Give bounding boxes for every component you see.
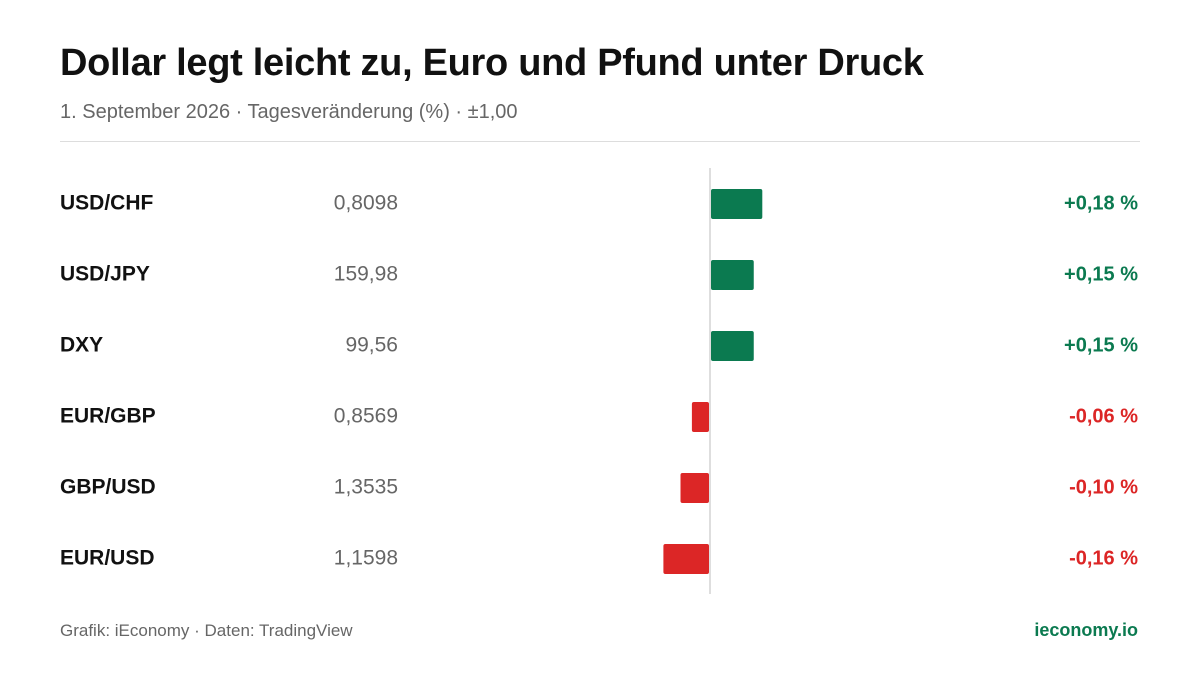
value-label: -0,16 % [1069,547,1138,569]
chart-subtitle: 1. September 2026 · Tagesveränderung (%)… [60,101,518,123]
value-label: -0,06 % [1069,405,1138,427]
bar [711,260,754,290]
bar [680,473,709,503]
bar [711,331,754,361]
category-label: USD/JPY [60,263,150,286]
price-label: 0,8569 [334,405,398,428]
category-label: GBP/USD [60,476,156,499]
value-label: +0,15 % [1064,334,1138,356]
chart-title: Dollar legt leicht zu, Euro und Pfund un… [60,42,924,84]
category-label: USD/CHF [60,192,154,215]
category-label: EUR/GBP [60,405,156,428]
price-label: 1,3535 [334,476,398,499]
category-label: EUR/USD [60,547,155,570]
value-label: +0,18 % [1064,192,1138,214]
header-divider [60,141,1140,142]
price-label: 0,8098 [334,192,398,215]
brand-link[interactable]: ieconomy.io [1034,620,1138,640]
bar [711,189,763,219]
value-label: +0,15 % [1064,263,1138,285]
source-note: Grafik: iEconomy · Daten: TradingView [60,621,353,640]
price-label: 159,98 [334,263,398,286]
category-label: DXY [60,334,103,357]
value-label: -0,10 % [1069,476,1138,498]
price-label: 99,56 [345,334,398,357]
bar [663,544,709,574]
bar [691,402,709,432]
price-label: 1,1598 [334,547,398,570]
